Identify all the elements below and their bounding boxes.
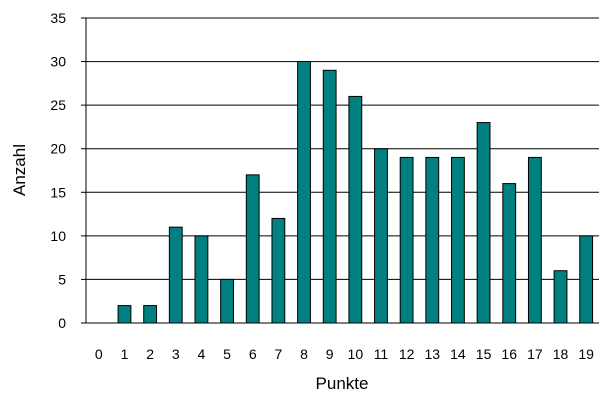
bar [297,61,311,324]
bar [322,69,337,324]
x-tick-label: 0 [95,346,103,362]
y-tick-labels: 0 5 10 15 20 25 30 35 [50,10,66,331]
x-tick-label: 2 [146,346,154,362]
bar [348,95,363,324]
x-tick-label: 3 [172,346,180,362]
x-tick-labels: 0 1 2 3 4 5 6 7 8 9 10 11 12 13 14 15 16 17 18 19 [95,346,594,362]
bar [194,235,209,324]
x-tick-label: 4 [198,346,206,362]
x-tick-label: 11 [374,346,389,362]
bar [271,217,286,324]
axes [85,18,599,324]
x-tick-label: 12 [399,346,415,362]
bar [476,122,491,324]
bar [374,148,388,324]
y-tick-label: 15 [50,184,66,200]
bar [117,305,132,324]
bar [245,174,260,324]
y-tick-label: 20 [50,141,66,157]
x-tick-label: 10 [348,346,364,362]
bar [168,226,183,324]
bar [527,156,542,324]
bar [502,183,517,324]
bar [425,156,440,324]
y-tick-label: 0 [58,315,66,331]
bar [220,278,234,324]
bar [143,305,158,324]
x-tick-label: 14 [450,346,466,362]
x-tick-label: 17 [527,346,543,362]
bar [399,156,414,324]
y-tick-label: 35 [50,10,66,26]
bar [579,235,594,324]
grid-lines [81,17,599,324]
x-tick-label: 7 [274,346,282,362]
y-axis-title: Anzahl [10,144,29,196]
y-tick-label: 30 [50,54,66,70]
y-tick-label: 10 [50,228,66,244]
x-tick-label: 9 [326,346,334,362]
x-tick-label: 13 [424,346,440,362]
x-tick-label: 6 [249,346,257,362]
x-tick-label: 19 [578,346,594,362]
x-tick-label: 18 [553,346,569,362]
x-tick-label: 16 [501,346,517,362]
x-tick-label: 8 [300,346,308,362]
bar [451,156,465,324]
x-tick-label: 5 [223,346,231,362]
x-tick-label: 1 [121,346,129,362]
y-tick-label: 5 [58,271,66,287]
x-axis-title: Punkte [316,374,369,393]
y-tick-label: 25 [50,97,66,113]
bar [553,270,568,324]
x-tick-label: 15 [476,346,492,362]
